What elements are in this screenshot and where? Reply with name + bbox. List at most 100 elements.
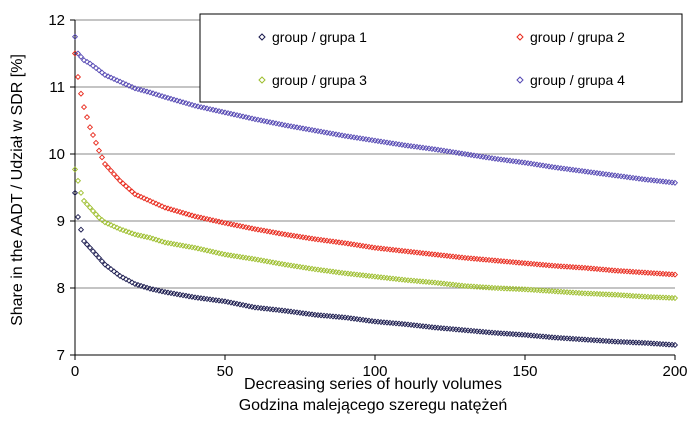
tick-labels: 7 8 9 10 11 12 0 50 100 150 200	[48, 12, 687, 380]
legend: group / grupa 1 group / grupa 2 group / gr…	[199, 13, 683, 103]
data-point	[95, 254, 103, 261]
y-axis-title: Share in the AADT / Udział w SDR [%]	[9, 54, 26, 326]
data-point	[92, 64, 100, 72]
data-point	[89, 131, 97, 139]
data-point	[122, 81, 130, 88]
data-point	[101, 219, 109, 226]
data-point	[104, 164, 112, 171]
data-point	[107, 167, 115, 174]
legend-label: group / grupa 4	[530, 72, 625, 88]
data-point	[143, 196, 151, 203]
data-point	[107, 221, 115, 229]
data-point	[149, 235, 157, 242]
data-point	[140, 195, 148, 202]
legend-label: group / grupa 3	[272, 72, 367, 88]
data-point	[116, 226, 124, 233]
data-point	[77, 226, 85, 233]
legend-item: group / grupa 4	[516, 72, 625, 88]
legend-marker	[258, 76, 266, 84]
data-point	[86, 244, 94, 251]
data-point	[128, 230, 136, 237]
data-point	[152, 91, 160, 98]
data-point	[146, 234, 154, 241]
data-point	[113, 174, 121, 181]
legend-item: group / grupa 1	[258, 29, 367, 45]
data-point	[110, 223, 118, 230]
data-point	[182, 210, 190, 217]
data-point	[92, 251, 100, 258]
data-point	[116, 272, 124, 279]
data-point	[137, 282, 145, 289]
data-point	[164, 205, 172, 212]
data-point	[125, 229, 133, 236]
data-point	[176, 208, 184, 215]
data-point	[101, 261, 109, 268]
data-point	[176, 98, 184, 105]
data-point	[98, 216, 106, 224]
data-point	[173, 208, 181, 215]
data-point	[101, 71, 109, 78]
axes	[70, 19, 676, 360]
data-point	[86, 204, 94, 211]
data-point	[131, 280, 139, 288]
y-tick-label: 7	[57, 347, 65, 364]
legend-box	[199, 13, 683, 103]
series-1	[71, 189, 679, 348]
data-point	[119, 79, 127, 87]
x-tick-label: 200	[662, 363, 687, 380]
data-point	[107, 74, 115, 81]
data-point	[167, 95, 175, 102]
data-point	[149, 90, 157, 97]
data-point	[110, 268, 118, 275]
data-point	[77, 90, 85, 97]
data-point	[158, 238, 166, 245]
data-point	[125, 185, 133, 192]
data-point	[71, 33, 79, 40]
data-point	[77, 189, 85, 196]
data-point	[188, 212, 196, 219]
x-tick-label: 50	[217, 363, 234, 380]
y-tick-label: 9	[57, 213, 65, 230]
data-point	[158, 203, 166, 210]
data-point	[122, 228, 130, 235]
data-point	[74, 50, 82, 57]
data-point	[74, 73, 82, 80]
data-point	[80, 57, 88, 64]
data-point	[104, 220, 112, 227]
data-point	[179, 209, 187, 216]
data-point	[182, 100, 190, 107]
y-tick-label: 12	[48, 12, 65, 29]
data-point	[113, 224, 121, 231]
data-point	[122, 276, 130, 283]
data-point	[86, 60, 94, 67]
data-point	[80, 104, 88, 111]
data-point	[92, 211, 100, 218]
data-point	[80, 238, 88, 245]
data-point	[74, 177, 82, 184]
legend-marker	[516, 76, 524, 84]
data-point	[98, 258, 106, 265]
data-point	[179, 99, 187, 106]
data-point	[71, 166, 79, 173]
series-2	[71, 50, 679, 278]
data-point	[671, 179, 679, 186]
data-point	[119, 274, 127, 281]
data-point	[152, 236, 160, 243]
data-point	[98, 69, 106, 76]
data-point	[146, 197, 154, 204]
data-point	[128, 279, 136, 286]
y-tick-label: 8	[57, 280, 65, 297]
data-point	[140, 283, 148, 290]
legend-marker	[516, 33, 524, 41]
data-point	[92, 139, 100, 146]
data-point	[170, 207, 178, 214]
x-axis-title: Decreasing series of hourly volumes	[244, 376, 502, 393]
data-point	[161, 94, 169, 101]
data-point	[143, 284, 151, 291]
data-point	[134, 281, 142, 288]
data-point	[104, 263, 112, 270]
data-point	[83, 114, 91, 121]
data-point	[98, 154, 106, 161]
data-point	[89, 248, 97, 255]
